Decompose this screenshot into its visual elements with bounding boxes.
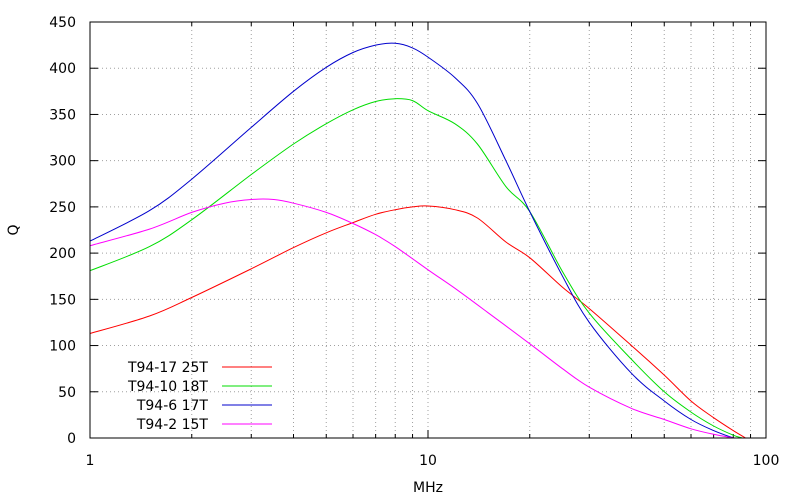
plot-frame (89, 21, 767, 439)
tick-label-layer: 0 50 100 150 200 250 300 350 400 450 1 10 100 (49, 15, 779, 469)
legend-label: T94-2 15T (136, 417, 209, 433)
x-tick-label: 100 (753, 453, 780, 469)
y-tick-label: 450 (49, 15, 76, 31)
y-axis-label: Q (6, 224, 22, 235)
y-tick-label: 250 (49, 200, 76, 216)
x-tick-label: 1 (86, 453, 95, 469)
grid-layer (90, 22, 766, 438)
legend-label: T94-6 17T (136, 398, 209, 414)
y-tick-label: 200 (49, 246, 76, 262)
legend-label: T94-17 25T (127, 360, 208, 376)
series-line-3 (89, 42, 734, 439)
legend-label: T94-10 18T (127, 379, 208, 395)
y-tick-label: 0 (67, 431, 76, 447)
y-tick-label: 50 (58, 385, 76, 401)
tick-layer (90, 21, 766, 439)
y-tick-label: 300 (49, 154, 76, 170)
series-layer (89, 42, 746, 439)
series-line-2 (89, 98, 743, 439)
y-tick-label: 100 (49, 339, 76, 355)
series-line-1 (89, 205, 746, 439)
x-axis-label: MHz (413, 480, 443, 496)
x-tick-label: 10 (419, 453, 437, 469)
series-line-4 (89, 198, 734, 439)
y-tick-label: 150 (49, 292, 76, 308)
y-tick-label: 350 (49, 107, 76, 123)
y-tick-label: 400 (49, 61, 76, 77)
legend: T94-17 25T T94-10 18T T94-6 17T T94-2 15T (127, 360, 272, 433)
